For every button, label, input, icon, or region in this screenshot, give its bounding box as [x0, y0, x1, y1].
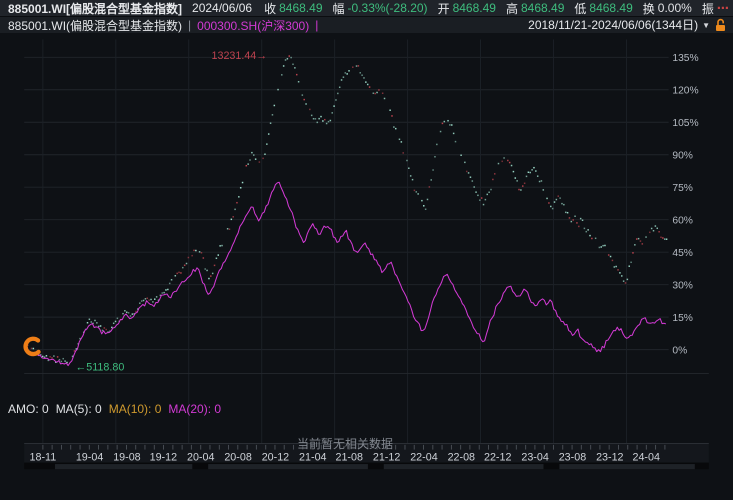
quote-field-2: 开 8468.49	[438, 0, 496, 17]
y-axis-label: 30%	[672, 280, 693, 291]
legend-separator: |	[315, 18, 319, 32]
x-axis-label: 21-08	[335, 451, 362, 463]
quote-fields: 收 8468.49 幅 -0.33%(-28.20) 开 8468.49 高 8468.49 低…	[264, 0, 717, 17]
quote-field-value: 8468.49	[452, 1, 496, 15]
overflow-menu-icon[interactable]: ⋯	[716, 1, 730, 15]
x-axis-label: 23-12	[596, 451, 623, 463]
quote-field-value: -0.33%(-28.20)	[347, 1, 428, 15]
x-axis-label: 19-04	[76, 451, 103, 463]
quote-field-0: 收 8468.49	[264, 0, 322, 17]
x-axis-label: 23-04	[521, 451, 548, 463]
y-axis-label: 135%	[672, 53, 698, 64]
quote-field-5: 换 0.00%	[643, 0, 692, 17]
quote-field-label: 换	[642, 1, 655, 16]
x-axis-label: 21-04	[299, 451, 326, 463]
x-axis-label: 19-08	[113, 451, 140, 463]
x-axis-label: 22-08	[448, 451, 475, 463]
quote-field-label: 幅	[332, 1, 345, 16]
quote-field-6: 振	[702, 0, 717, 17]
quote-bar-right: ⋯ W	[717, 1, 733, 15]
quote-field-label: 高	[505, 1, 518, 16]
bottom-panel-edge	[208, 464, 368, 470]
x-axis-label: 23-08	[559, 451, 586, 463]
low-annotation: ←5118.80	[76, 362, 125, 374]
quote-field-label: 振	[701, 1, 714, 16]
legend-separator: |	[188, 18, 192, 32]
chart-area: 0% 15% 30% 45% 60% 75% 90% 105% 120% 135% 13231.44…	[0, 33, 733, 500]
quote-field-label: 收	[264, 1, 277, 16]
series-fund-index	[26, 55, 668, 364]
y-axis-label: 45%	[672, 248, 693, 259]
quote-field-value: 8468.49	[279, 1, 323, 15]
y-axis-label: 60%	[672, 215, 693, 226]
y-axis-label: 15%	[672, 313, 693, 324]
bottom-panel-edge	[559, 464, 695, 470]
quote-date: 2024/06/06	[192, 1, 253, 15]
date-range-selector[interactable]: 2018/11/21-2024/06/06(1344日) ▼	[528, 16, 733, 34]
bottom-panel-edge	[55, 464, 193, 470]
y-axis-label: 90%	[672, 150, 693, 161]
x-axis-label: 20-04	[187, 451, 214, 463]
quote-field-value: 8468.49	[589, 1, 633, 15]
quote-field-label: 低	[574, 1, 587, 16]
indicator-item-0: AMO: 0	[8, 402, 49, 416]
legend-bar: 885001.WI(偏股混合型基金指数) | 000300.SH(沪深300) …	[0, 17, 733, 34]
y-axis-label: 75%	[672, 183, 693, 194]
gridlines	[24, 39, 669, 444]
quote-field-value: 0.00%	[657, 1, 692, 15]
bottom-panel-edge	[383, 464, 544, 470]
chart-canvas[interactable]: 0% 15% 30% 45% 60% 75% 90% 105% 120% 135% 13231.44…	[0, 33, 733, 500]
indicator-bar: AMO: 0 MA(5): 0 MA(10): 0 MA(20): 0	[8, 402, 221, 416]
symbol-title: 885001.WI[偏股混合型基金指数]	[8, 1, 183, 16]
no-data-message: 当前暂无相关数据	[296, 437, 393, 451]
quote-bar: 885001.WI[偏股混合型基金指数] 2024/06/06 收 8468.49…	[0, 0, 733, 17]
series-csi300	[26, 181, 666, 367]
quote-field-1: 幅 -0.33%(-28.20)	[333, 0, 428, 17]
quote-field-value: 8468.49	[520, 1, 565, 15]
indicator-item-2: MA(10): 0	[108, 402, 162, 416]
annotation-marker-icon[interactable]	[23, 336, 41, 357]
x-axis-label: 20-08	[224, 451, 251, 463]
x-axis-label: 18-11	[30, 451, 57, 463]
quote-field-4: 低 8468.49	[574, 0, 632, 17]
x-axis-label: 22-12	[484, 451, 511, 463]
x-axis-label: 20-12	[262, 451, 289, 463]
legend-secondary[interactable]: 000300.SH(沪深300)	[197, 18, 310, 33]
indicator-item-1: MA(5): 0	[55, 402, 102, 416]
legend-primary[interactable]: 885001.WI(偏股混合型基金指数)	[8, 18, 183, 33]
indicator-item-3: MA(20): 0	[168, 402, 222, 416]
y-axis-label: 105%	[672, 118, 698, 129]
x-axis-label: 24-04	[632, 451, 659, 463]
date-range-text[interactable]: 2018/11/21-2024/06/06(1344日)	[528, 18, 699, 34]
x-axis-label: 19-12	[150, 451, 177, 463]
y-axis-label: 0%	[672, 345, 687, 356]
unlock-icon[interactable]	[714, 18, 727, 32]
x-axis-strip	[24, 443, 709, 463]
x-axis-label: 21-12	[373, 451, 400, 463]
high-annotation: 13231.44→	[212, 50, 268, 62]
x-axis-ticks	[42, 444, 666, 450]
y-axis-label: 120%	[672, 86, 698, 97]
quote-field-3: 高 8468.49	[506, 0, 564, 17]
x-axis-label: 22-04	[410, 451, 437, 463]
quote-field-label: 开	[437, 1, 450, 16]
chevron-down-icon[interactable]: ▼	[702, 20, 710, 30]
